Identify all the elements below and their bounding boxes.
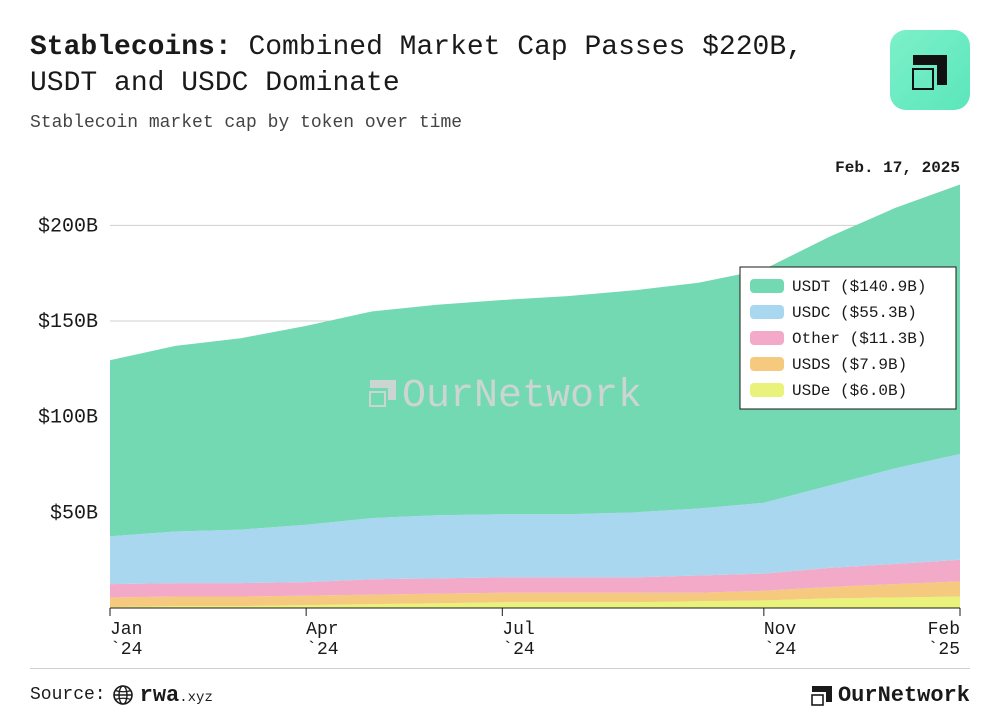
watermark: OurNetwork xyxy=(370,374,642,419)
y-tick-label: $200B xyxy=(38,215,98,238)
legend-label: USDC ($55.3B) xyxy=(792,304,917,322)
legend-swatch xyxy=(750,331,784,345)
x-tick-label-sub: `24 xyxy=(502,640,534,660)
svg-text:OurNetwork: OurNetwork xyxy=(402,374,642,419)
y-tick-label: $100B xyxy=(38,406,98,429)
y-tick-label: $50B xyxy=(50,502,98,525)
legend-swatch xyxy=(750,305,784,319)
x-tick-label: Jan xyxy=(110,620,142,640)
x-tick-label-sub: `24 xyxy=(110,640,142,660)
x-tick-label-sub: `24 xyxy=(306,640,338,660)
legend-swatch xyxy=(750,357,784,371)
x-tick-label-sub: `24 xyxy=(764,640,796,660)
x-tick-label: Apr xyxy=(306,620,338,640)
legend-label: USDT ($140.9B) xyxy=(792,278,926,296)
x-tick-label: Feb xyxy=(928,620,960,640)
header: Stablecoins: Combined Market Cap Passes … xyxy=(30,30,970,133)
source-label: Source: xyxy=(30,685,106,705)
page-subtitle: Stablecoin market cap by token over time xyxy=(30,113,970,133)
brand-mark-icon xyxy=(810,683,834,707)
x-tick-label: Jul xyxy=(502,620,534,640)
source-brand: rwa xyxy=(140,683,180,708)
stacked-area-chart: $50B$100B$150B$200BOurNetworkJan`24Apr`2… xyxy=(30,158,970,668)
legend-label: Other ($11.3B) xyxy=(792,330,926,348)
brand-footer: OurNetwork xyxy=(810,683,970,708)
legend-swatch xyxy=(750,383,784,397)
footer: Source: rwa.xyz OurNetwork xyxy=(30,668,970,724)
chart-area: $50B$100B$150B$200BOurNetworkJan`24Apr`2… xyxy=(30,158,970,668)
page-container: Stablecoins: Combined Market Cap Passes … xyxy=(0,0,1000,719)
legend-label: USDe ($6.0B) xyxy=(792,382,907,400)
page-title: Stablecoins: Combined Market Cap Passes … xyxy=(30,30,850,103)
legend-swatch xyxy=(750,279,784,293)
brand-logo-icon xyxy=(890,30,970,110)
date-annotation: Feb. 17, 2025 xyxy=(835,159,960,177)
x-tick-label: Nov xyxy=(764,620,797,640)
x-tick-label-sub: `25 xyxy=(928,640,960,660)
y-tick-label: $150B xyxy=(38,311,98,334)
legend-label: USDS ($7.9B) xyxy=(792,356,907,374)
source-attribution: Source: rwa.xyz xyxy=(30,683,213,708)
brand-name: OurNetwork xyxy=(838,683,970,708)
globe-icon xyxy=(112,684,134,706)
title-lead: Stablecoins: xyxy=(30,32,232,63)
source-suffix: .xyz xyxy=(179,690,213,706)
